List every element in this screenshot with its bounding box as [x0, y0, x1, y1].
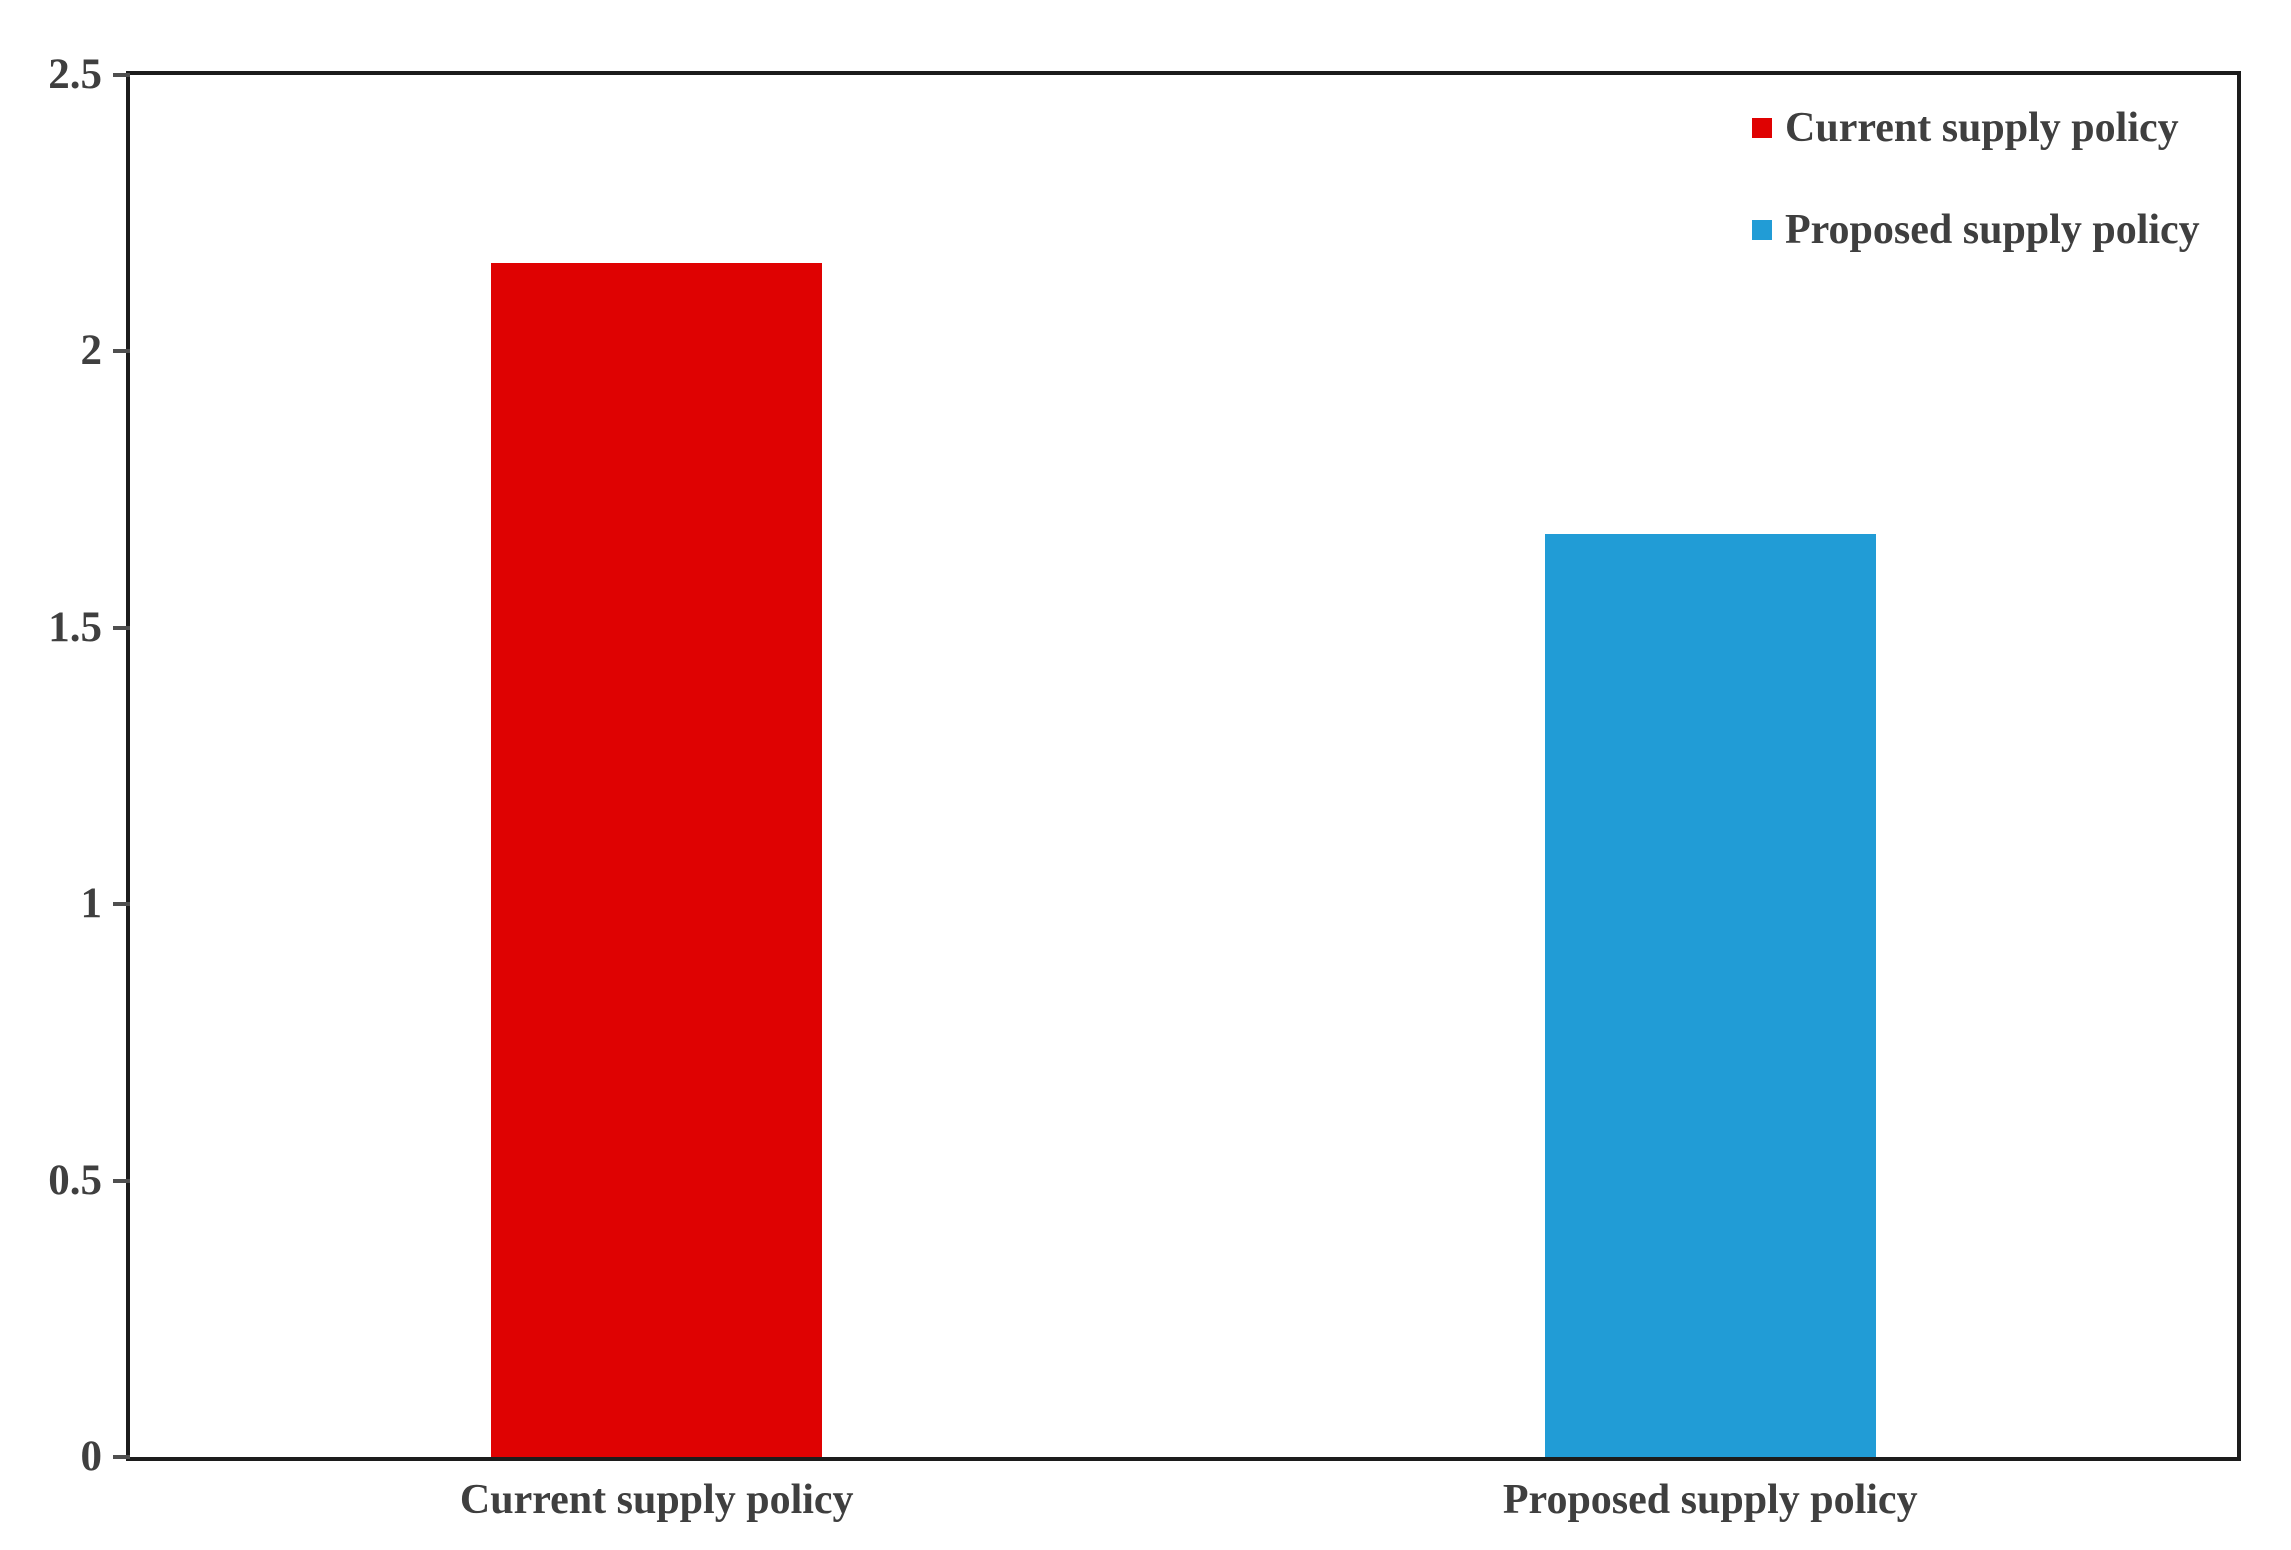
y-tick-label-0.5: 0.5: [48, 1156, 102, 1204]
y-tick-label-2: 2: [80, 327, 103, 375]
y-tick-mark: [113, 1455, 130, 1459]
plot-area: [126, 71, 2241, 1461]
legend-label: Current supply policy: [1785, 105, 2179, 151]
y-tick-label-2.5: 2.5: [48, 51, 102, 98]
bar-current-supply-policy: [491, 262, 823, 1457]
y-tick-mark: [113, 625, 130, 630]
y-tick-mark: [113, 349, 130, 354]
y-tick-mark: [113, 73, 130, 77]
y-tick-mark: [113, 902, 130, 907]
legend-item-proposed-supply-policy: Proposed supply policy: [1752, 206, 2200, 254]
legend-label: Proposed supply policy: [1785, 207, 2200, 253]
y-tick-label-0: 0: [80, 1433, 103, 1480]
legend-item-current-supply-policy: Current supply policy: [1752, 104, 2200, 152]
y-tick-mark: [113, 1178, 130, 1183]
legend-swatch-proposed-icon: [1752, 220, 1772, 240]
legend-swatch-current-icon: [1752, 118, 1772, 138]
y-tick-label-1.5: 1.5: [48, 603, 102, 651]
y-tick-label-1: 1: [80, 880, 103, 928]
legend: Current supply policy Proposed supply po…: [1752, 104, 2200, 308]
bar-proposed-supply-policy: [1544, 533, 1876, 1457]
x-axis-label-current-supply-policy: Current supply policy: [459, 1477, 854, 1523]
x-axis-label-proposed-supply-policy: Proposed supply policy: [1502, 1477, 1918, 1523]
